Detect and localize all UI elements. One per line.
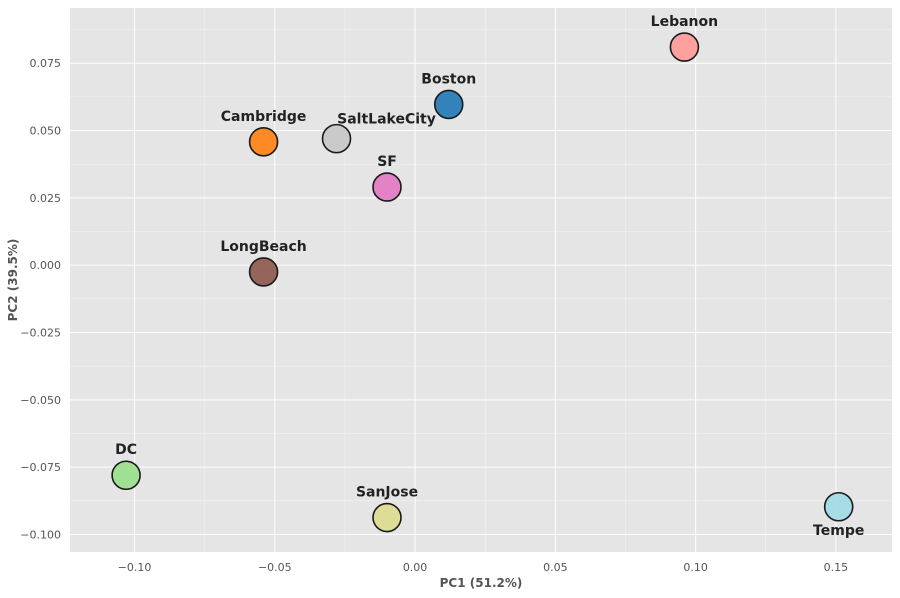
point-label: Lebanon (651, 14, 718, 30)
y-tick-label: −0.050 (20, 394, 61, 407)
y-axis-label: PC2 (39.5%) (6, 239, 20, 322)
y-tick-label: −0.075 (20, 461, 61, 474)
x-tick-label: −0.10 (118, 561, 152, 574)
data-point (248, 127, 279, 157)
y-tick-label: −0.100 (20, 528, 61, 541)
y-tick-label: 0.075 (30, 57, 62, 70)
point-label: LongBeach (220, 239, 306, 255)
x-tick-label: 0.15 (824, 561, 849, 574)
point-label: Boston (421, 71, 476, 87)
data-point (823, 491, 854, 522)
x-tick-label: 0.00 (403, 561, 428, 574)
point-label: Tempe (813, 523, 864, 539)
gridlines (70, 8, 892, 552)
point-label: SF (377, 154, 397, 170)
data-point (321, 123, 352, 154)
point-label: Cambridge (221, 109, 307, 125)
y-tick-label: −0.025 (20, 327, 61, 340)
plot-area (70, 8, 892, 552)
y-tick-label: 0.000 (30, 259, 62, 272)
x-tick-label: 0.05 (543, 561, 568, 574)
data-point (669, 32, 700, 62)
point-labels: Lebanon Boston SaltLakeCity Cambridge SF Long… (115, 14, 864, 539)
data-point (248, 257, 279, 287)
y-tick-label: 0.050 (30, 125, 62, 138)
x-axis-label: PC1 (51.2%) (440, 576, 523, 590)
data-point (433, 89, 464, 120)
data-point (372, 172, 402, 202)
data-point (111, 460, 141, 491)
data-points (111, 32, 854, 533)
point-label: SanJose (356, 485, 418, 501)
point-label: SaltLakeCity (337, 112, 436, 128)
y-tick-label: 0.025 (30, 192, 62, 205)
x-axis-ticks: −0.10 −0.05 0.00 0.05 0.10 0.15 (118, 561, 848, 574)
y-axis-ticks: −0.100 −0.075 −0.050 −0.025 0.000 0.025 0.050 0… (20, 57, 61, 541)
data-point (372, 502, 402, 533)
x-tick-label: −0.05 (258, 561, 292, 574)
x-tick-label: 0.10 (683, 561, 708, 574)
point-label: DC (115, 442, 137, 458)
